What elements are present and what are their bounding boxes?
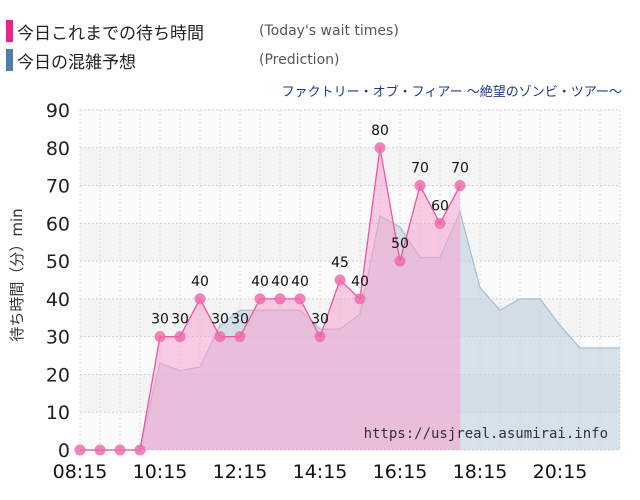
legend-today-sublabel: (Today's wait times) — [259, 23, 399, 39]
legend-prediction: 今日の混雑予想 (Prediction) — [6, 48, 339, 73]
today-point — [294, 293, 306, 305]
today-point — [314, 331, 326, 343]
today-point — [134, 444, 146, 456]
watermark-url: https://usjreal.asumirai.info — [364, 426, 608, 442]
legend-prediction-sublabel: (Prediction) — [259, 52, 340, 68]
data-label: 30 — [311, 312, 329, 328]
x-tick-label: 18:15 — [453, 461, 508, 483]
data-label: 70 — [411, 161, 429, 177]
today-point — [174, 331, 186, 343]
data-label: 70 — [451, 161, 469, 177]
data-label: 30 — [171, 312, 189, 328]
data-label: 45 — [331, 255, 349, 271]
today-point — [454, 180, 466, 192]
today-line — [80, 147, 461, 451]
data-label: 30 — [211, 312, 229, 328]
x-tick-label: 10:15 — [133, 461, 188, 483]
y-tick-label: 50 — [46, 251, 70, 273]
data-label: 40 — [271, 274, 289, 290]
plot-band — [80, 110, 620, 148]
x-tick-label: 20:15 — [533, 461, 588, 483]
today-point — [194, 293, 206, 305]
y-tick-label: 80 — [46, 138, 70, 160]
data-label: 80 — [371, 123, 389, 139]
today-point — [374, 142, 386, 154]
today-point — [154, 331, 166, 343]
y-tick-label: 70 — [46, 176, 70, 198]
y-tick-label: 10 — [46, 402, 70, 424]
data-label: 30 — [231, 312, 249, 328]
x-tick-label: 08:15 — [53, 461, 108, 483]
x-tick-label: 12:15 — [213, 461, 268, 483]
today-point — [394, 255, 406, 267]
today-point — [434, 217, 446, 229]
y-axis-label: 待ち時間（分）min — [8, 208, 26, 341]
legend-prediction-swatch — [6, 49, 13, 71]
today-point — [74, 444, 86, 456]
data-label: 40 — [251, 274, 269, 290]
today-point — [334, 274, 346, 286]
y-tick-label: 0 — [58, 440, 70, 462]
today-point — [234, 331, 246, 343]
today-point — [214, 331, 226, 343]
y-tick-label: 20 — [46, 364, 70, 386]
y-tick-label: 40 — [46, 289, 70, 311]
data-label: 50 — [391, 236, 409, 252]
data-label: 40 — [291, 274, 309, 290]
today-point — [414, 180, 426, 192]
today-point — [94, 444, 106, 456]
legend-today-label: 今日これまでの待ち時間 — [17, 23, 204, 44]
today-point — [254, 293, 266, 305]
x-tick-label: 16:15 — [373, 461, 428, 483]
y-tick-label: 60 — [46, 213, 70, 235]
plot-band — [80, 147, 620, 186]
data-label: 60 — [431, 198, 449, 214]
data-label: 30 — [151, 312, 169, 328]
data-label: 40 — [191, 274, 209, 290]
data-label: 40 — [351, 274, 369, 290]
today-point — [274, 293, 286, 305]
y-tick-label: 90 — [46, 100, 70, 122]
legend-prediction-label: 今日の混雑予想 — [17, 52, 136, 73]
legend-today-swatch — [6, 20, 13, 42]
plot-band — [80, 185, 620, 224]
y-tick-label: 30 — [46, 327, 70, 349]
x-tick-label: 14:15 — [293, 461, 348, 483]
legend-today: 今日これまでの待ち時間 (Today's wait times) — [6, 19, 399, 44]
today-point — [114, 444, 126, 456]
plot-band — [80, 223, 620, 262]
chart-title: ファクトリー・オブ・フィアー ～絶望のゾンビ・ツアー～ — [281, 85, 622, 100]
today-point — [354, 293, 366, 305]
